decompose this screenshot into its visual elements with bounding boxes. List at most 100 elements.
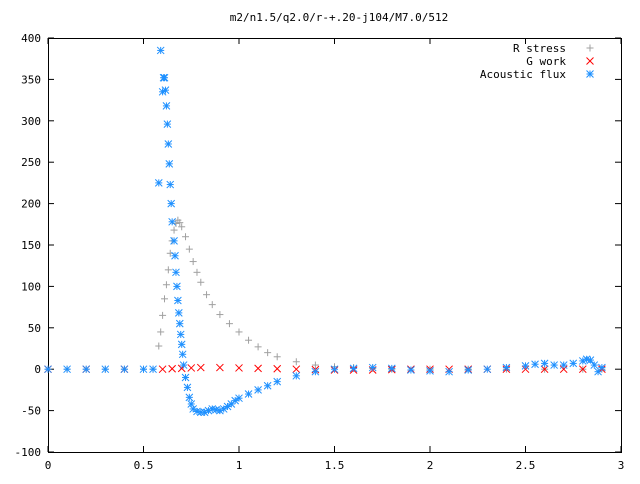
data-point: [273, 377, 282, 386]
data-point: [63, 365, 71, 374]
data-point: [203, 291, 211, 299]
legend-marker: [586, 44, 594, 52]
data-point: [216, 363, 224, 372]
data-point: [189, 258, 197, 266]
x-tick-label: 1.5: [325, 459, 345, 472]
data-point: [162, 281, 170, 289]
y-tick-label: 350: [21, 73, 41, 86]
data-point: [156, 46, 165, 55]
data-point: [185, 393, 194, 402]
data-point: [216, 311, 224, 319]
legend-marker: [586, 57, 594, 65]
y-tick-label: 150: [21, 239, 41, 252]
data-point: [263, 381, 272, 390]
data-point: [292, 365, 301, 374]
y-tick-label: 50: [28, 322, 41, 335]
data-point: [197, 278, 205, 286]
legend-label: G work: [526, 55, 566, 68]
data-point: [559, 361, 568, 369]
data-point: [159, 311, 167, 319]
data-point: [149, 365, 157, 374]
data-point: [181, 373, 190, 382]
data-point: [183, 383, 192, 392]
data-point: [590, 361, 599, 369]
y-tick-label: -100: [15, 446, 42, 459]
data-point: [231, 396, 240, 405]
data-point: [182, 233, 190, 241]
x-tick-label: 2: [427, 459, 434, 472]
data-point: [176, 330, 185, 339]
data-point: [82, 365, 91, 374]
data-point: [174, 309, 183, 317]
x-tick-label: 1: [236, 459, 243, 472]
data-point: [174, 296, 182, 305]
data-point: [158, 365, 167, 374]
data-point: [273, 364, 282, 373]
y-tick-label: 200: [21, 198, 41, 211]
data-point: [175, 319, 184, 328]
data-point: [464, 366, 473, 374]
data-point: [502, 363, 511, 372]
y-tick-label: -50: [21, 405, 41, 418]
data-point: [176, 219, 184, 227]
data-point: [164, 266, 172, 274]
data-point: [187, 364, 196, 372]
data-point: [171, 251, 179, 260]
data-point: [483, 365, 492, 374]
series-acoustic-flux: [44, 46, 606, 417]
data-point: [235, 364, 243, 372]
data-point: [155, 342, 163, 350]
series-g-work: [44, 363, 606, 374]
data-point: [235, 328, 243, 336]
data-point: [170, 237, 178, 245]
data-point: [179, 361, 188, 369]
legend-marker: [586, 70, 594, 78]
y-tick-label: 100: [21, 280, 41, 293]
data-point: [254, 343, 262, 351]
data-point: [170, 226, 178, 234]
data-point: [101, 365, 110, 374]
data-point: [368, 363, 377, 372]
series-r-stress: [44, 216, 606, 373]
data-point: [166, 180, 175, 189]
data-point: [157, 328, 165, 336]
data-point: [569, 359, 578, 368]
data-point: [120, 365, 129, 374]
x-tick-label: 2.5: [516, 459, 536, 472]
data-point: [407, 366, 415, 374]
data-point: [177, 340, 186, 349]
y-tick-label: 300: [21, 115, 41, 128]
data-point: [311, 361, 319, 369]
data-point: [578, 357, 587, 365]
data-point: [164, 140, 173, 148]
data-point: [189, 405, 198, 413]
data-point: [162, 102, 171, 110]
data-point: [387, 364, 396, 373]
data-point: [273, 353, 281, 361]
data-point: [193, 268, 201, 276]
data-point: [196, 363, 205, 372]
data-point: [292, 358, 300, 366]
y-tick-label: 250: [21, 156, 41, 169]
data-point: [167, 199, 176, 208]
data-point: [168, 364, 177, 373]
data-point: [163, 120, 172, 128]
data-point: [311, 367, 320, 376]
data-point: [44, 365, 52, 374]
data-point: [531, 360, 539, 369]
data-point: [245, 336, 253, 344]
data-point: [586, 356, 595, 364]
plot-frame: [48, 38, 622, 453]
data-point: [165, 160, 174, 168]
data-point: [254, 386, 262, 394]
chart-title: m2/n1.5/q2.0/r-+.20-j104/M7.0/512: [230, 11, 449, 24]
legend-label: Acoustic flux: [480, 68, 566, 81]
data-point: [185, 245, 193, 253]
data-point: [160, 73, 169, 82]
y-tick-label: 400: [21, 32, 41, 45]
data-point: [196, 408, 205, 417]
data-point: [235, 394, 243, 403]
